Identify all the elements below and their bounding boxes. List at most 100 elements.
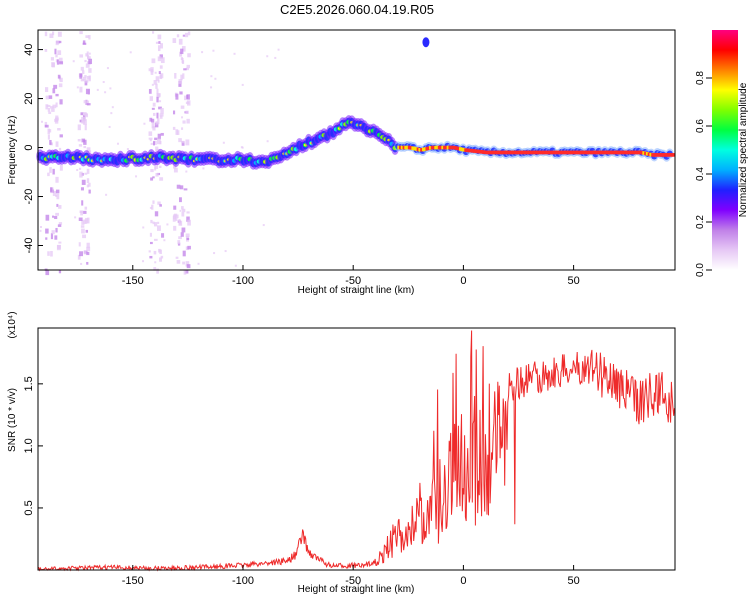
ridge-strong [492,150,496,155]
noise-speck [86,178,90,184]
noise-speck [156,268,159,274]
figure-title: C2E5.2026.060.04.19.R05 [280,2,434,17]
noise-speck [151,83,154,86]
noise-speck [88,68,92,73]
noise-speck [142,226,145,229]
ridge-strong [397,145,401,150]
noise-speck [74,216,77,219]
noise-speck [80,262,83,265]
ridge-strong [656,153,660,157]
ridge-strong [508,150,512,155]
noise-speck [186,264,191,269]
ridge-strong [503,150,507,155]
noise-speck [86,184,89,188]
ridge-strong [610,150,614,155]
ridge-strong [423,147,427,151]
noise-speck [266,140,269,143]
noise-speck [149,117,153,122]
noise-speck [157,45,161,52]
noise-speck [148,137,153,140]
noise-speck [55,212,59,216]
noise-speck [152,141,156,146]
noise-speck [185,233,190,238]
noise-speck [58,205,62,209]
spectrogram-ytick-label: 40 [23,43,35,55]
noise-speck [83,139,87,145]
ridge-strong [529,150,533,155]
ridge-strong [448,145,452,150]
ridge-strong [496,150,500,155]
snr-scale-label: (x10⁴) [7,311,18,338]
noise-speck [224,250,227,253]
noise-speck [48,95,53,99]
noise-speck [154,261,157,264]
ridge-strong [672,153,676,157]
noise-speck [174,72,177,79]
ridge-strong [582,150,586,155]
ridge-strong [488,150,492,155]
noise-speck [159,100,162,103]
noise-speck [174,214,179,219]
noise-speck [81,220,85,225]
ridge-strong [566,150,570,155]
spectrogram-xtick-label: -50 [345,275,361,287]
noise-speck [157,93,161,97]
noise-speck [152,176,155,179]
noise-speck [186,64,191,69]
noise-speck [182,250,186,257]
noise-speck [184,269,189,274]
ridge-strong [525,150,529,155]
ridge-strong [619,150,623,155]
noise-speck [175,93,179,100]
colorbar-tick-label: 0.6 [695,119,706,133]
ridge-strong [555,150,559,155]
spectrogram-plot-area [36,31,676,276]
noise-speck [80,187,84,191]
noise-speck [59,164,63,171]
noise-speck [178,38,183,45]
noise-speck [163,239,166,242]
noise-speck [184,95,188,101]
noise-speck [161,57,165,64]
noise-speck [148,131,153,136]
ridge-strong [450,145,454,150]
ridge-strong [631,150,635,155]
noise-speck [79,251,84,257]
noise-speck [79,86,83,93]
noise-speck [158,71,161,75]
ridge-strong [600,150,604,155]
colorbar-bar [712,30,738,270]
noise-speck [181,57,184,63]
noise-speck [159,115,163,119]
ridge-strong [414,147,418,151]
noise-speck [86,242,90,249]
noise-speck [86,100,90,106]
ridge-strong [587,150,591,155]
ridge-strong [563,150,567,155]
ridge-strong [462,148,466,152]
ridge-strong [621,150,625,155]
noise-speck [78,242,81,247]
noise-speck [159,204,162,207]
spectrogram-ytick-label: -20 [23,189,35,205]
noise-speck [154,163,159,169]
ridge-strong [480,150,484,154]
noise-speck [85,53,88,57]
ridge-strong [421,147,425,152]
noise-speck [185,67,189,71]
noise-speck [58,57,63,64]
noise-speck [86,75,91,80]
noise-speck [52,215,55,218]
noise-speck [185,110,189,114]
ridge-strong [455,146,459,151]
snr-plot-area [37,330,675,572]
noise-speck [79,119,83,123]
noise-speck [50,250,53,257]
spectrogram-xtick-label: -100 [232,275,254,287]
snr-xtick-label: 0 [460,575,466,587]
ridge-strong [608,150,612,155]
ridge-strong [411,146,415,151]
ridge-strong [469,148,473,153]
ridge-strong [444,145,448,150]
noise-speck [201,51,204,54]
